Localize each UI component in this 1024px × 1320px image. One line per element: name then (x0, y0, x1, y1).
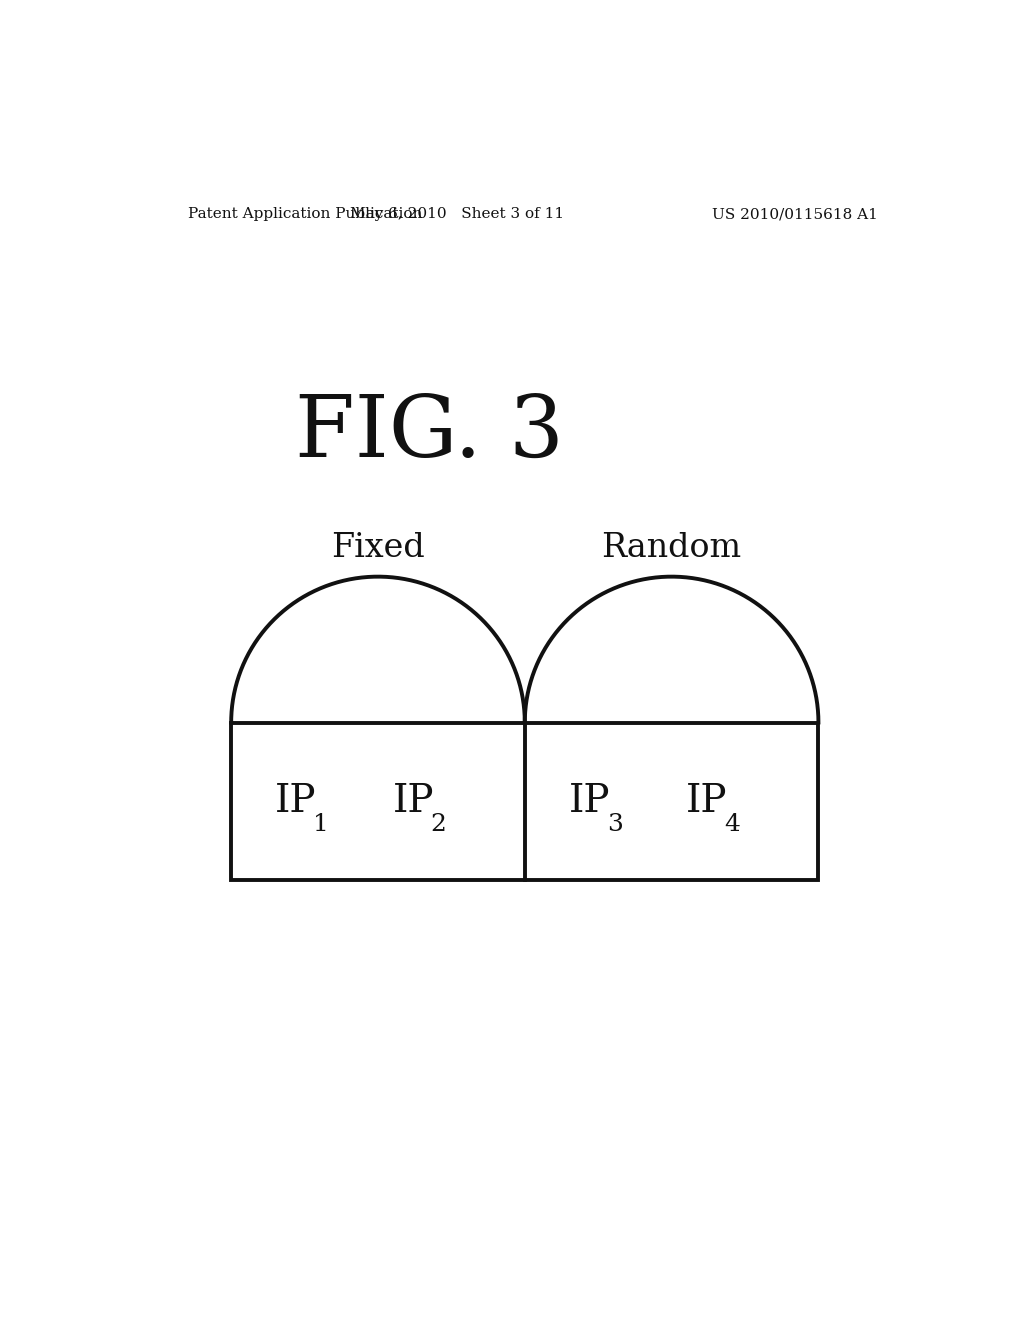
Text: IP: IP (568, 783, 610, 820)
Text: 4: 4 (724, 813, 740, 837)
Text: 1: 1 (313, 813, 329, 837)
Text: IP: IP (275, 783, 316, 820)
Bar (231, 722, 818, 880)
Text: IP: IP (686, 783, 728, 820)
Text: IP: IP (392, 783, 434, 820)
Text: May 6, 2010   Sheet 3 of 11: May 6, 2010 Sheet 3 of 11 (350, 207, 564, 222)
Text: US 2010/0115618 A1: US 2010/0115618 A1 (712, 207, 878, 222)
Text: FIG. 3: FIG. 3 (295, 391, 564, 474)
Text: Random: Random (601, 532, 741, 565)
Text: Fixed: Fixed (331, 532, 425, 565)
Text: 2: 2 (431, 813, 446, 837)
Text: 3: 3 (607, 813, 623, 837)
Text: Patent Application Publication: Patent Application Publication (187, 207, 422, 222)
